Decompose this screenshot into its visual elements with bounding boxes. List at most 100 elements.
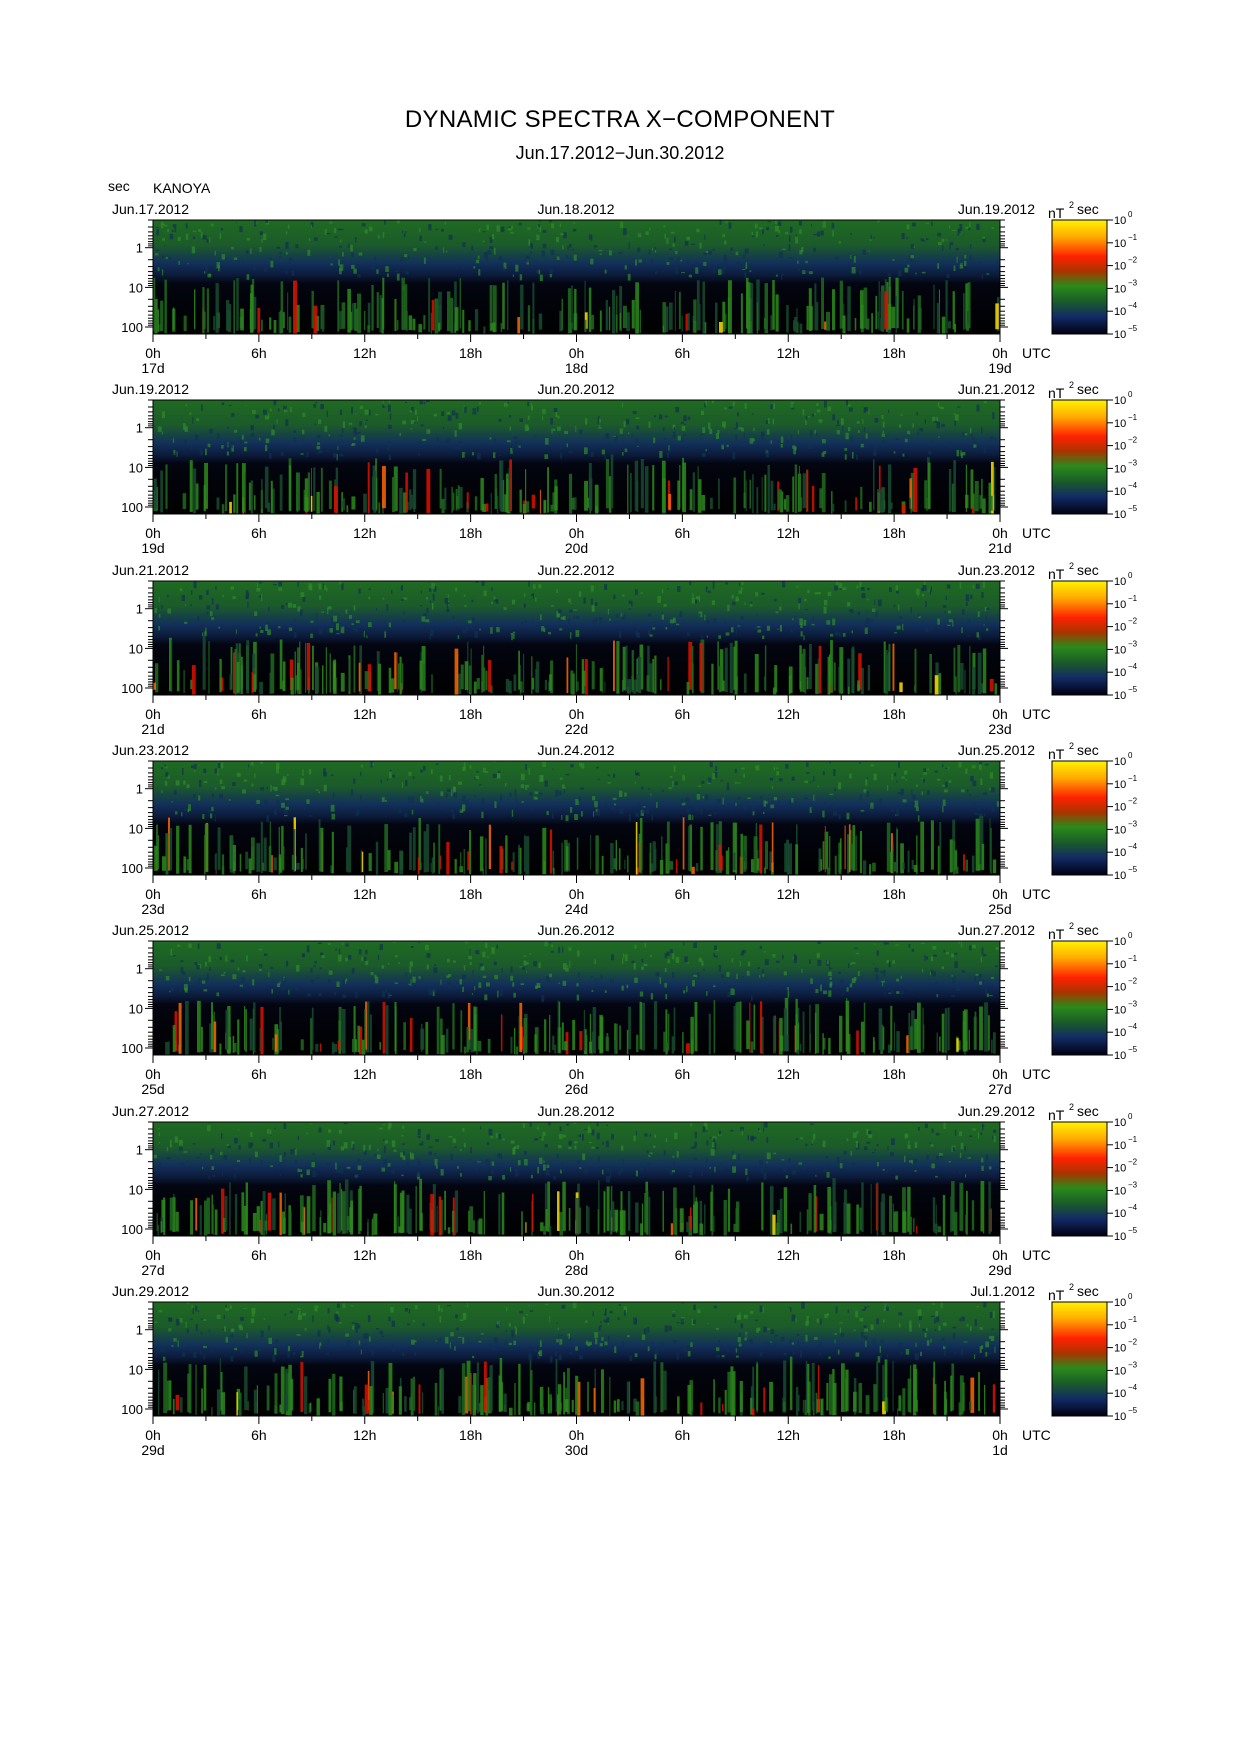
texture-mark xyxy=(902,623,904,631)
y-tick-label: 1 xyxy=(136,602,143,617)
texture-mark xyxy=(400,599,404,601)
texture-mark xyxy=(811,223,813,227)
texture-mark xyxy=(992,412,995,420)
texture-mark xyxy=(263,799,268,805)
activity-mark xyxy=(913,299,915,330)
colorbar-gradient xyxy=(1051,760,1108,876)
texture-mark xyxy=(774,226,779,232)
texture-mark xyxy=(901,233,905,240)
texture-mark xyxy=(960,1348,964,1355)
texture-mark xyxy=(774,1342,777,1347)
texture-mark xyxy=(417,1128,421,1135)
texture-mark xyxy=(566,443,568,448)
texture-mark xyxy=(888,992,891,994)
texture-mark xyxy=(200,451,203,456)
texture-mark xyxy=(381,1335,385,1337)
texture-mark xyxy=(897,269,902,277)
texture-mark xyxy=(450,1154,453,1160)
activity-mark xyxy=(154,478,157,509)
texture-mark xyxy=(882,439,885,447)
texture-mark xyxy=(926,1154,929,1160)
activity-mark xyxy=(784,843,788,873)
texture-mark xyxy=(954,414,959,421)
texture-mark xyxy=(352,1144,355,1151)
texture-mark xyxy=(541,995,545,1003)
texture-mark xyxy=(705,794,709,801)
panel-date-mid: Jun.28.2012 xyxy=(537,1103,614,1119)
texture-mark xyxy=(302,597,306,602)
texture-mark xyxy=(514,1145,517,1149)
texture-mark xyxy=(549,274,552,278)
texture-mark xyxy=(179,805,181,810)
activity-mark xyxy=(619,312,621,330)
y-tick-label: 10 xyxy=(129,641,143,656)
texture-mark xyxy=(585,418,588,425)
texture-mark xyxy=(415,409,417,415)
texture-mark xyxy=(946,273,950,278)
texture-mark xyxy=(201,404,203,411)
texture-mark xyxy=(538,584,542,588)
texture-mark xyxy=(986,607,990,611)
texture-mark xyxy=(202,1166,204,1170)
texture-mark xyxy=(912,794,916,800)
texture-mark xyxy=(604,269,607,274)
texture-mark xyxy=(762,1306,764,1314)
texture-mark xyxy=(762,969,764,973)
texture-mark xyxy=(518,445,521,448)
activity-mark xyxy=(953,647,956,692)
texture-mark xyxy=(573,259,577,265)
activity-mark xyxy=(873,459,875,511)
activity-mark xyxy=(866,318,870,330)
texture-mark xyxy=(178,1163,182,1165)
texture-mark xyxy=(644,1133,648,1137)
texture-mark xyxy=(744,248,749,254)
texture-mark xyxy=(339,581,342,585)
texture-mark xyxy=(258,804,261,809)
texture-mark xyxy=(797,429,799,435)
texture-mark xyxy=(756,1329,759,1333)
activity-mark xyxy=(606,308,608,330)
activity-mark xyxy=(715,850,718,872)
activity-mark xyxy=(568,473,573,514)
activity-mark xyxy=(399,487,403,514)
texture-mark xyxy=(974,1354,976,1359)
texture-mark xyxy=(826,1171,830,1178)
texture-mark xyxy=(965,594,970,602)
texture-mark xyxy=(284,808,288,815)
texture-mark xyxy=(739,1332,741,1337)
texture-mark xyxy=(926,1167,930,1170)
texture-mark xyxy=(976,223,980,230)
texture-mark xyxy=(502,267,506,272)
activity-mark xyxy=(459,487,463,509)
texture-mark xyxy=(227,442,229,448)
texture-mark xyxy=(323,768,326,775)
texture-mark xyxy=(202,814,205,819)
texture-mark xyxy=(535,985,538,989)
texture-mark xyxy=(740,615,744,620)
texture-mark xyxy=(705,251,710,253)
texture-mark xyxy=(520,983,525,985)
activity-mark xyxy=(517,317,520,334)
texture-mark xyxy=(951,995,955,997)
texture-mark xyxy=(606,1124,608,1126)
texture-mark xyxy=(653,437,656,444)
activity-mark xyxy=(854,318,857,331)
activity-mark xyxy=(755,823,757,871)
texture-mark xyxy=(823,262,825,267)
activity-mark xyxy=(340,672,345,692)
texture-mark xyxy=(980,778,983,785)
texture-mark xyxy=(418,941,420,944)
texture-mark xyxy=(693,942,697,948)
texture-mark xyxy=(524,593,526,597)
texture-mark xyxy=(221,254,226,260)
texture-mark xyxy=(558,982,560,984)
activity-mark xyxy=(499,460,502,509)
texture-mark xyxy=(719,220,722,225)
texture-mark xyxy=(917,595,919,597)
texture-mark xyxy=(672,1155,675,1158)
texture-mark xyxy=(288,627,293,632)
texture-mark xyxy=(231,413,235,417)
texture-mark xyxy=(577,1135,582,1137)
activity-mark xyxy=(320,467,323,512)
